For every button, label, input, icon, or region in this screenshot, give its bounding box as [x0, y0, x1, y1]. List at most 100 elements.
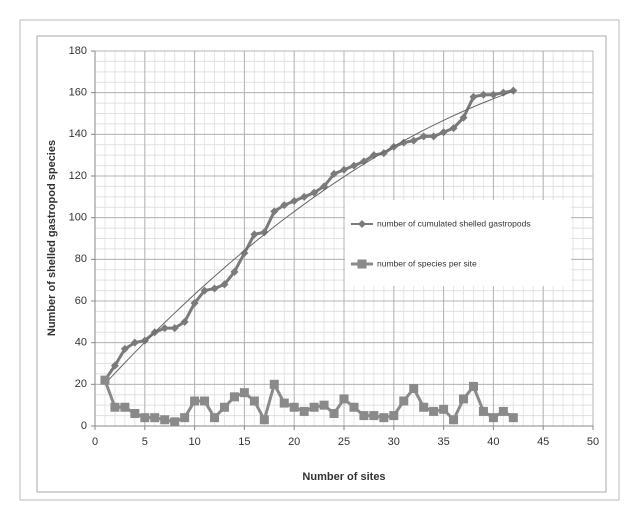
legend-marker [357, 259, 367, 269]
point [200, 396, 210, 406]
legend-label: number of cumulated shelled gastropods [377, 218, 531, 228]
x-tick-label: 10 [188, 436, 200, 448]
y-tick-label: 140 [69, 128, 87, 140]
x-tick-label: 40 [487, 436, 499, 448]
y-tick-label: 100 [69, 212, 87, 224]
point [140, 336, 149, 345]
point [220, 280, 229, 289]
x-tick-label: 35 [437, 436, 449, 448]
trend-line [104, 90, 514, 385]
point [309, 402, 319, 412]
point [399, 396, 409, 406]
point [409, 384, 419, 393]
point [488, 413, 498, 423]
point [259, 415, 269, 425]
x-tick-label: 25 [338, 436, 350, 448]
point [349, 161, 358, 170]
legend-marker [358, 220, 366, 228]
point [289, 402, 299, 412]
y-axis-title: Number of shelled gastropod species [46, 140, 58, 336]
x-tick-label: 30 [388, 436, 400, 448]
x-tick-label: 0 [92, 436, 98, 448]
point [468, 381, 478, 391]
point [170, 417, 180, 427]
point [190, 299, 199, 308]
point [429, 406, 439, 416]
point [180, 317, 189, 326]
point [479, 90, 488, 99]
point [160, 415, 170, 425]
point [120, 402, 130, 412]
point [219, 402, 229, 412]
y-tick-label: 160 [69, 87, 87, 99]
point [359, 411, 369, 421]
point [310, 188, 319, 197]
point [329, 409, 339, 418]
point [389, 411, 399, 421]
point [349, 402, 359, 412]
point [100, 375, 110, 385]
point [508, 413, 518, 423]
x-tick-label: 50 [587, 436, 599, 448]
point [399, 138, 408, 147]
point [230, 267, 239, 276]
legend-label: number of species per site [377, 258, 477, 268]
point [489, 90, 498, 99]
point [300, 192, 309, 201]
point [409, 136, 418, 145]
point [249, 396, 259, 406]
point [269, 379, 279, 389]
point [459, 113, 468, 122]
point [160, 324, 169, 333]
point [180, 413, 190, 423]
point [498, 406, 508, 416]
point [299, 406, 309, 416]
point [260, 228, 269, 237]
y-tick-label: 120 [69, 170, 87, 182]
point [359, 157, 368, 166]
point [449, 415, 459, 425]
y-tick-label: 180 [69, 45, 87, 57]
point [240, 249, 249, 258]
point [140, 413, 150, 423]
point [130, 409, 140, 418]
point [110, 402, 120, 412]
point [369, 411, 379, 421]
point [150, 413, 160, 423]
point [340, 165, 348, 174]
point [439, 128, 448, 137]
point [379, 413, 389, 423]
point [200, 286, 209, 295]
x-tick-label: 20 [288, 436, 300, 448]
y-tick-label: 80 [75, 253, 87, 265]
point [279, 398, 289, 408]
point [478, 406, 488, 416]
x-tick-label: 15 [238, 436, 250, 448]
legend-box [345, 200, 571, 286]
point [120, 344, 129, 353]
point [509, 86, 518, 95]
point [130, 338, 139, 347]
point [210, 413, 220, 423]
point [250, 230, 259, 239]
point [239, 388, 249, 398]
x-axis-title: Number of sites [302, 471, 385, 483]
y-tick-label: 0 [81, 420, 87, 432]
point [459, 394, 469, 404]
point [319, 400, 329, 410]
point [330, 169, 339, 178]
x-tick-label: 45 [537, 436, 549, 448]
point [270, 207, 279, 216]
point [419, 132, 428, 141]
point [190, 396, 200, 406]
point [229, 392, 239, 402]
point [170, 324, 179, 333]
page-frame [19, 19, 620, 501]
y-tick-label: 60 [75, 295, 87, 307]
point [290, 197, 299, 205]
point [419, 402, 429, 412]
point [110, 361, 119, 370]
y-tick-label: 20 [75, 378, 87, 390]
x-tick-label: 5 [142, 436, 148, 448]
point [429, 132, 438, 141]
